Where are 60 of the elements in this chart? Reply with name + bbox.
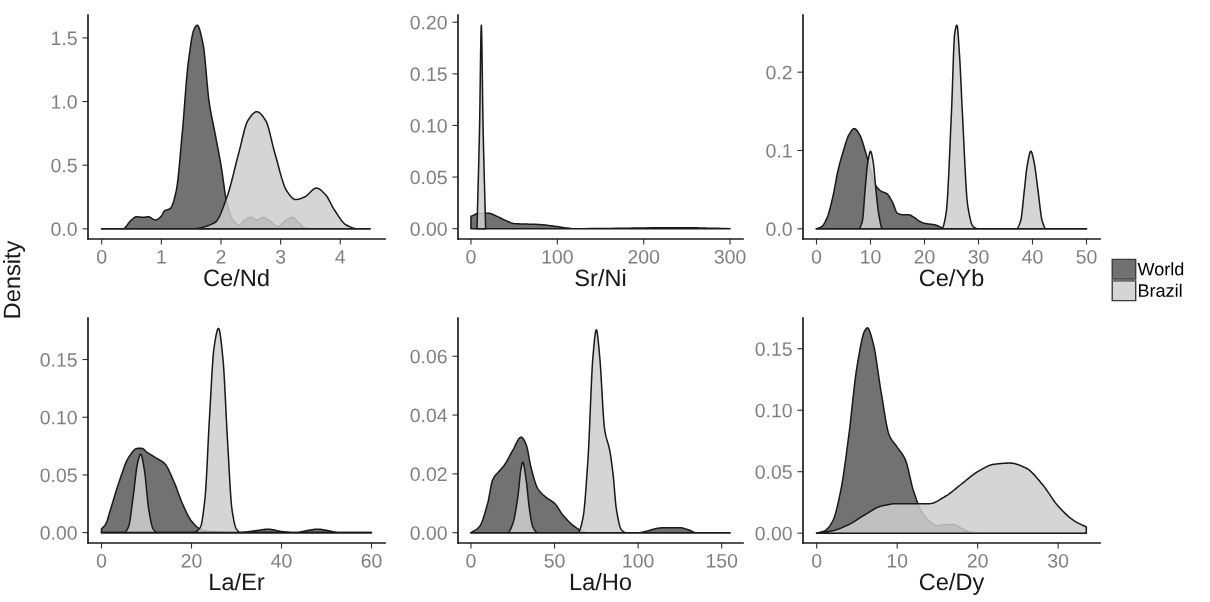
x-tick-label: 0 — [96, 553, 107, 568]
legend-label: Brazil — [1138, 283, 1182, 297]
x-tick-label: 150 — [706, 553, 738, 568]
x-axis-title: Sr/Ni — [575, 268, 626, 287]
x-axis-title: Ce/Nd — [204, 268, 269, 287]
y-tick-label: 0.20 — [410, 15, 447, 30]
y-tick-label: 0.15 — [40, 353, 77, 367]
x-axis-title: Ce/Dy — [919, 572, 985, 595]
x-tick-label: 200 — [628, 249, 660, 264]
y-tick-label: 0.05 — [410, 170, 447, 185]
x-tick-label: 50 — [544, 553, 565, 568]
x-tick-label: 40 — [271, 553, 292, 568]
x-tick-label: 20 — [181, 553, 202, 568]
x-tick-label: 1 — [157, 250, 166, 264]
y-tick-label: 0.04 — [410, 408, 448, 423]
x-tick-label: 50 — [1076, 249, 1097, 264]
y-axis-title: Density — [3, 240, 25, 318]
x-axis-title: Ce/Yb — [919, 268, 984, 287]
x-tick-label: 60 — [361, 553, 382, 568]
y-tick-label: 0.00 — [755, 526, 792, 541]
y-tick-label: 0.15 — [410, 67, 447, 82]
y-tick-label: 0.10 — [755, 403, 792, 418]
y-tick-label: 0.0 — [766, 222, 792, 237]
x-axis-title: La/Ho — [570, 572, 632, 591]
x-tick-label: 0 — [812, 553, 822, 568]
y-tick-label: 0.0 — [51, 222, 77, 237]
x-tick-label: 300 — [714, 249, 746, 264]
y-tick-label: 1.0 — [52, 95, 77, 109]
x-axis-title: La/Er — [210, 572, 265, 591]
x-tick-label: 40 — [1022, 249, 1043, 264]
x-tick-label: 0 — [466, 249, 476, 264]
y-tick-label: 0.02 — [410, 467, 447, 482]
x-tick-label: 3 — [275, 249, 286, 264]
x-tick-label: 30 — [968, 249, 989, 264]
y-tick-label: 0.00 — [410, 526, 447, 540]
x-tick-label: 0 — [811, 249, 822, 264]
y-tick-label: 0.1 — [766, 143, 792, 158]
y-tick-label: 1.5 — [52, 31, 77, 46]
x-tick-label: 10 — [887, 553, 908, 568]
x-tick-label: 20 — [914, 249, 935, 264]
x-tick-label: 100 — [623, 553, 654, 568]
x-tick-label: 4 — [335, 250, 346, 264]
x-tick-label: 2 — [216, 249, 226, 264]
x-tick-label: 20 — [967, 553, 988, 568]
legend-label: World — [1137, 262, 1184, 276]
y-tick-label: 0.05 — [755, 465, 792, 479]
x-tick-label: 0 — [97, 249, 107, 264]
x-tick-label: 0 — [466, 553, 476, 568]
y-tick-label: 0.10 — [40, 410, 77, 425]
x-tick-label: 100 — [542, 249, 573, 264]
y-tick-label: 0.00 — [40, 526, 77, 540]
y-tick-label: 0.05 — [40, 468, 77, 483]
y-tick-label: 0.00 — [410, 222, 447, 236]
x-tick-label: 10 — [861, 249, 881, 264]
y-tick-label: 0.06 — [410, 349, 447, 364]
y-tick-label: 0.15 — [755, 342, 792, 356]
y-tick-label: 0.2 — [766, 65, 792, 80]
x-tick-label: 30 — [1048, 553, 1069, 568]
y-tick-label: 0.10 — [410, 118, 447, 133]
y-tick-label: 0.5 — [51, 158, 77, 173]
